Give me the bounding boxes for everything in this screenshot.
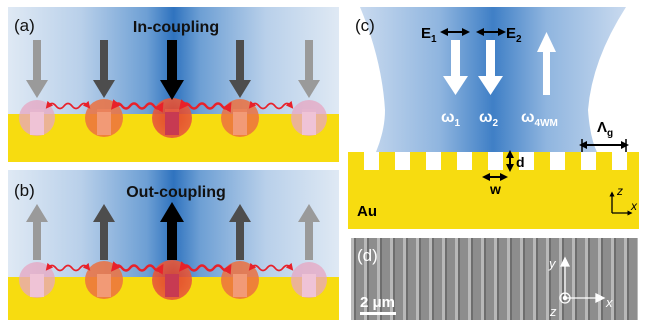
incoming-arrows-a — [26, 40, 320, 100]
axis-x-label: x — [630, 199, 638, 213]
outgoing-arrows-b — [26, 202, 320, 260]
scale-bar-label: 2 μm — [360, 294, 395, 311]
panel-a-title: In-coupling — [133, 19, 219, 36]
surface-waves-b — [45, 261, 294, 275]
surface-waves-a — [45, 99, 294, 113]
field1-label: E1 — [421, 25, 437, 45]
frequency-arrows — [443, 32, 556, 95]
panel-b-title: Out-coupling — [126, 184, 226, 201]
omega1-label: ω1 — [441, 109, 461, 129]
field2-label: E2 — [506, 25, 522, 45]
axis-x-label-d: x — [605, 295, 613, 310]
period-label: Λg — [597, 119, 613, 139]
omega4wm-label: ω4WM — [521, 109, 558, 129]
depth-label: d — [516, 154, 525, 170]
panel-c: E1 E2 ω1 ω2 ω4WM Λg d w Au z x (c) — [348, 7, 639, 229]
axis-z-label-d: z — [549, 304, 557, 319]
axes-c — [609, 191, 633, 216]
panel-b-label: (b) — [14, 181, 35, 200]
panel-a-label: (a) — [14, 16, 35, 35]
gold-grating — [348, 152, 639, 229]
axis-z-label: z — [616, 184, 623, 198]
panel-a: (a) In-coupling — [8, 7, 339, 162]
panel-d-label: (d) — [357, 246, 378, 265]
scale-bar — [360, 312, 396, 315]
axis-y-label-d: y — [548, 256, 557, 271]
metal-label: Au — [357, 203, 377, 220]
axes-d — [559, 256, 606, 304]
width-label: w — [489, 181, 501, 197]
panel-c-label: (c) — [355, 16, 375, 35]
panel-d: (d) 2 μm y x z — [351, 238, 638, 320]
panel-b: (b) Out-coupling — [8, 170, 339, 320]
omega2-label: ω2 — [479, 109, 499, 129]
sem-image — [351, 238, 638, 320]
